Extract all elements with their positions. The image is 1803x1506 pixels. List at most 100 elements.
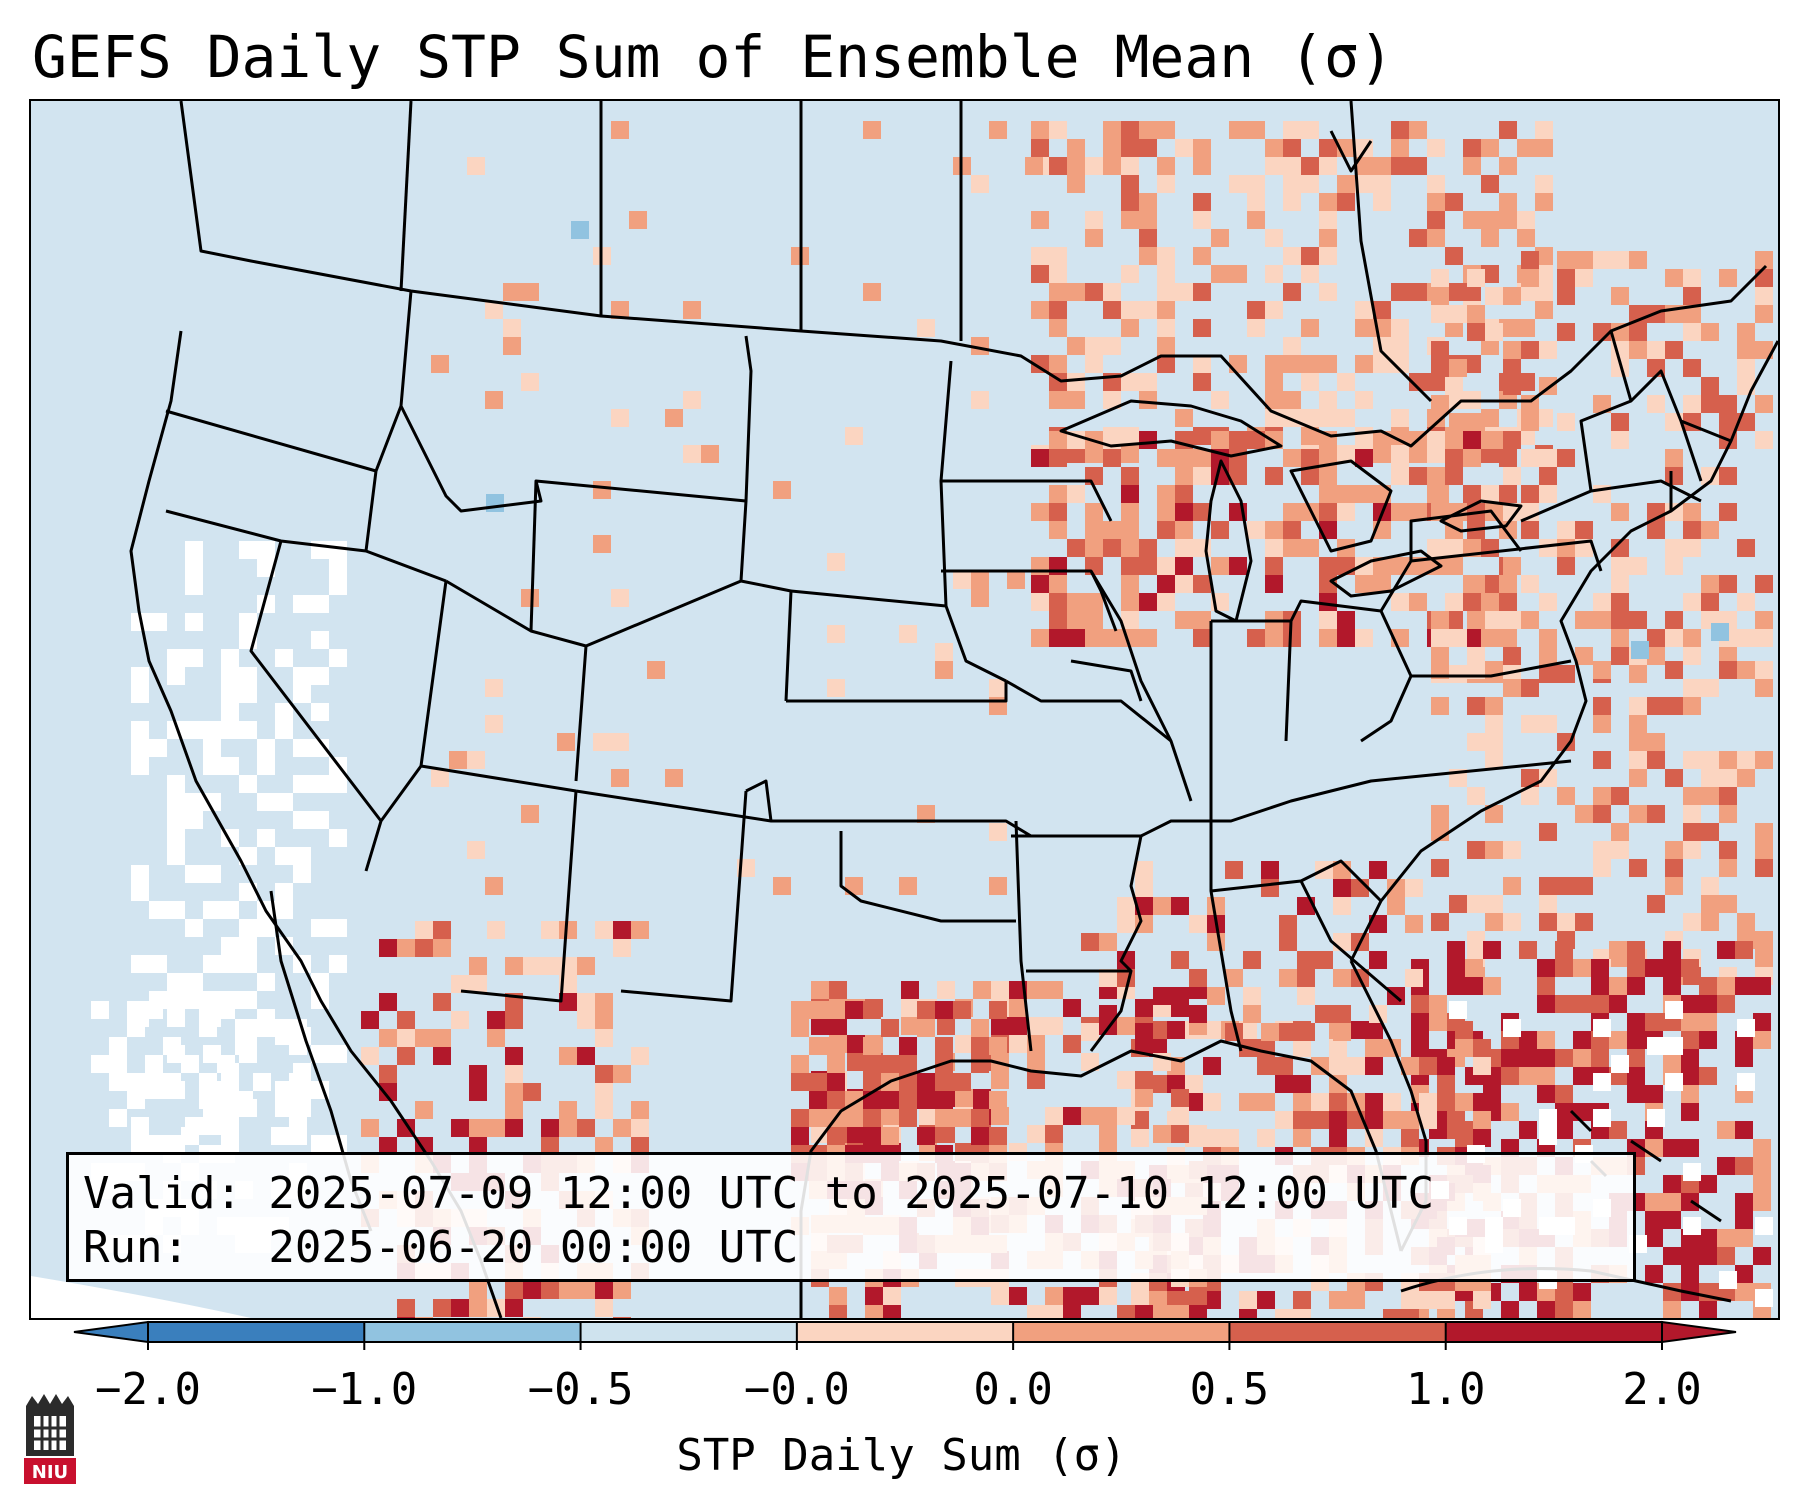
stp-cell [451, 1011, 469, 1029]
stp-cell [145, 1001, 163, 1019]
stp-cell [1645, 1085, 1663, 1103]
stp-cell [1431, 805, 1449, 823]
stp-cell [1365, 1093, 1383, 1111]
stp-cell [523, 1083, 541, 1101]
stp-cell [1665, 449, 1683, 467]
stp-cell [275, 721, 293, 739]
colorbar-label: STP Daily Sum (σ) [676, 1430, 1127, 1481]
stp-cell [865, 1305, 883, 1318]
stp-cell [1557, 913, 1575, 931]
stp-cell [1121, 427, 1139, 445]
stp-cell [1337, 503, 1355, 521]
stp-cell [1467, 611, 1485, 629]
stp-cell [1049, 355, 1067, 373]
stp-cell [1103, 629, 1121, 647]
stp-cell [827, 1073, 845, 1091]
stp-cell [863, 1109, 881, 1127]
stp-cell [1085, 539, 1103, 557]
stp-cell [1629, 715, 1647, 733]
stp-cell [1609, 941, 1627, 959]
stp-cell [221, 667, 239, 685]
niu-logo: NIU [24, 1394, 76, 1484]
stp-cell [593, 733, 611, 751]
stp-cell [1591, 995, 1609, 1013]
stp-cell [1319, 467, 1337, 485]
stp-cell [1431, 395, 1449, 413]
stp-cell [1539, 593, 1557, 611]
stp-cell [1319, 139, 1337, 157]
stp-cell [361, 1047, 379, 1065]
stp-cell [1537, 1301, 1555, 1318]
stp-cell [1409, 121, 1427, 139]
stp-cell [1737, 913, 1755, 931]
stp-cell [1189, 915, 1207, 933]
stp-cell [1319, 193, 1337, 211]
stp-cell [611, 409, 629, 427]
stp-cell [1297, 969, 1315, 987]
stp-cell [1167, 1021, 1185, 1039]
stp-cell [505, 1011, 523, 1029]
stp-cell [1175, 575, 1193, 593]
stp-cell [935, 1001, 953, 1019]
stp-cell [203, 865, 221, 883]
stp-cell [557, 733, 575, 751]
stp-cell [1049, 503, 1067, 521]
stp-cell [1337, 629, 1355, 647]
stp-cell [1175, 409, 1193, 427]
stp-cell [971, 589, 989, 607]
stp-cell [1683, 823, 1701, 841]
stp-cell [1121, 373, 1139, 391]
stp-cell [275, 649, 293, 667]
stp-cell [1517, 427, 1535, 445]
stp-cell [1719, 467, 1737, 485]
stp-cell [1383, 1093, 1401, 1111]
stp-cell [1681, 1031, 1699, 1049]
stp-cell [595, 921, 613, 939]
stp-cell [1319, 593, 1337, 611]
stp-cell [1735, 1157, 1753, 1175]
stp-cell [1681, 1193, 1699, 1211]
stp-cell [1467, 895, 1485, 913]
stp-cell [1467, 841, 1485, 859]
stp-cell [1365, 1111, 1383, 1129]
stp-cell [1099, 1005, 1117, 1023]
stp-cell [1701, 377, 1719, 395]
stp-cell [1189, 1125, 1207, 1143]
stp-cell [1067, 139, 1085, 157]
stp-cell [1503, 611, 1521, 629]
stp-cell [289, 1073, 307, 1091]
stp-cell [467, 751, 485, 769]
stp-cell [1445, 247, 1463, 265]
stp-cell [811, 1017, 829, 1035]
stp-cell [811, 1125, 829, 1143]
stp-cell [1445, 539, 1463, 557]
stp-cell [1737, 629, 1755, 647]
stp-cell [1275, 1309, 1293, 1318]
stp-cell [1301, 409, 1319, 427]
stp-cell [1031, 449, 1049, 467]
stp-cell [1555, 1103, 1573, 1121]
stp-cell [1755, 341, 1773, 359]
stp-cell [863, 1037, 881, 1055]
stp-cell [1755, 629, 1773, 647]
stp-cell-negative [571, 221, 589, 239]
stp-cell [1229, 175, 1247, 193]
stp-cell [1121, 175, 1139, 193]
stp-cell [791, 1127, 809, 1145]
stp-cell [1719, 787, 1737, 805]
stp-cell [1499, 629, 1517, 647]
stp-cell [1445, 319, 1463, 337]
stp-cell [1701, 787, 1719, 805]
stp-cell [1519, 1049, 1537, 1067]
stp-cell [1503, 359, 1521, 377]
stp-cell [311, 703, 329, 721]
stp-cell [1411, 1013, 1429, 1031]
stp-cell [1319, 409, 1337, 427]
stp-cell [1591, 1049, 1609, 1067]
stp-cell [1719, 859, 1737, 877]
stp-cell [1067, 157, 1085, 175]
stp-cell [221, 649, 239, 667]
stp-cell [1449, 413, 1467, 431]
stp-cell [1557, 287, 1575, 305]
stp-cell [1157, 575, 1175, 593]
